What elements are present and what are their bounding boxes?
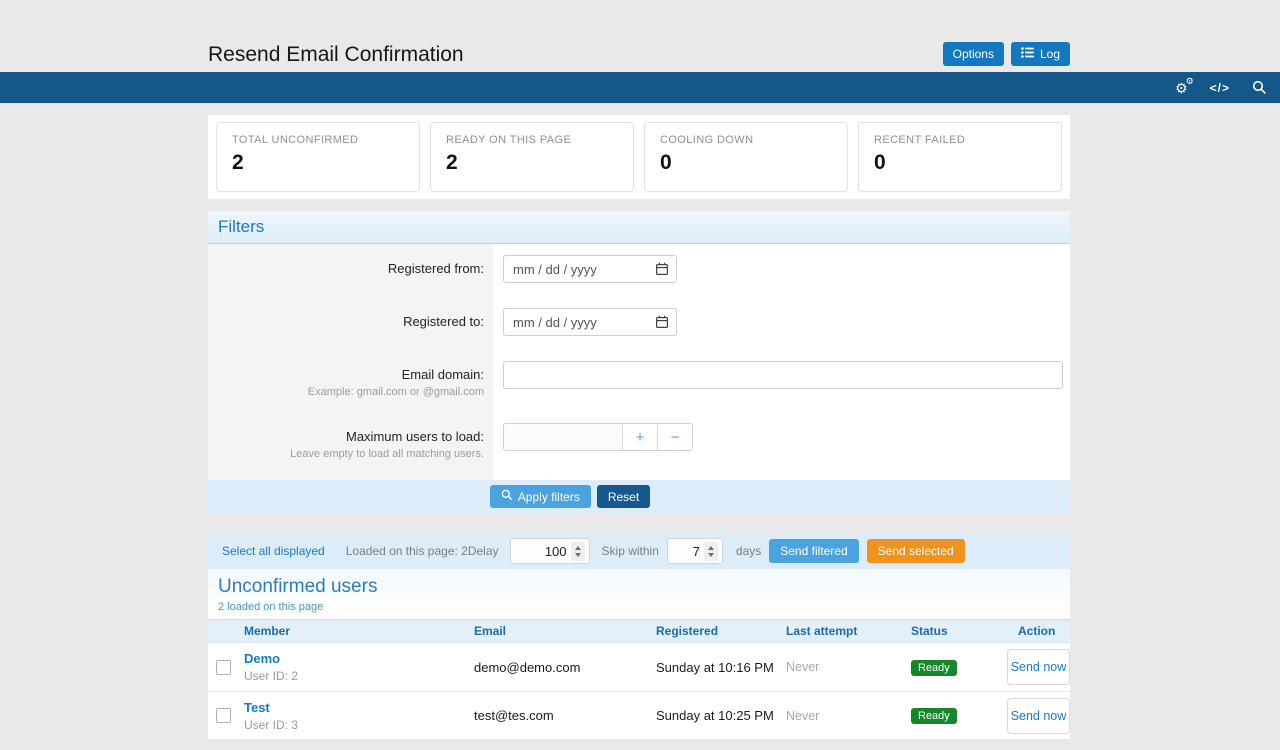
list-icon: [1021, 47, 1034, 61]
days-label: days: [736, 544, 761, 558]
options-button-label: Options: [953, 47, 994, 61]
max-users-row: Maximum users to load: Leave empty to lo…: [208, 423, 1070, 460]
stat-card-recent-failed: RECENT FAILED 0: [858, 122, 1062, 192]
apply-filters-label: Apply filters: [518, 490, 580, 504]
delay-stepper: [510, 538, 590, 564]
users-table-header: Member Email Registered Last attempt Sta…: [208, 619, 1070, 643]
registered-from-input[interactable]: [503, 255, 677, 283]
stat-card-cooling-down: COOLING DOWN 0: [644, 122, 848, 192]
apply-filters-button[interactable]: Apply filters: [490, 485, 591, 508]
users-section-header: Unconfirmed users 2 loaded on this page: [208, 569, 1070, 619]
stat-value: 0: [874, 151, 1046, 175]
stat-label: RECENT FAILED: [874, 134, 1046, 146]
column-status: Status: [911, 624, 1007, 638]
users-toolbar: Select all displayed Loaded on this page…: [208, 533, 1070, 569]
admin-navbar: ⚙⚙ </>: [0, 72, 1280, 103]
send-filtered-button[interactable]: Send filtered: [769, 539, 858, 563]
log-button[interactable]: Log: [1011, 42, 1070, 66]
max-users-label: Maximum users to load:: [208, 429, 484, 444]
status-badge: Ready: [911, 708, 957, 724]
log-button-label: Log: [1040, 47, 1060, 61]
member-email: test@tes.com: [474, 708, 656, 723]
member-registered: Sunday at 10:16 PM: [656, 660, 786, 675]
decrement-button[interactable]: −: [657, 424, 692, 450]
column-registered: Registered: [656, 624, 786, 638]
loaded-count-text: Loaded on this page: 2: [346, 544, 468, 558]
member-registered: Sunday at 10:25 PM: [656, 708, 786, 723]
registered-to-input[interactable]: [503, 308, 677, 336]
users-subtitle: 2 loaded on this page: [218, 601, 1060, 613]
filters-form: Registered from: Registered to:: [208, 244, 1070, 480]
code-icon[interactable]: </>: [1210, 81, 1230, 95]
search-icon[interactable]: [1252, 80, 1267, 95]
calendar-icon[interactable]: [655, 262, 669, 281]
max-users-hint: Leave empty to load all matching users.: [208, 448, 484, 460]
users-title: Unconfirmed users: [218, 576, 1060, 598]
email-domain-label: Email domain:: [208, 367, 484, 382]
skip-days-stepper: [667, 538, 723, 564]
skip-days-input[interactable]: [674, 544, 704, 559]
column-member: Member: [244, 624, 474, 638]
max-users-stepper: + −: [503, 423, 693, 451]
registered-from-field: [503, 255, 677, 283]
send-selected-button[interactable]: Send selected: [867, 539, 965, 563]
registered-to-field: [503, 308, 677, 336]
email-domain-row: Email domain: Example: gmail.com or @gma…: [208, 361, 1070, 398]
member-user-id: User ID: 3: [244, 718, 474, 732]
filters-panel: Filters Registered from:: [208, 211, 1070, 513]
member-name-link[interactable]: Demo: [244, 651, 474, 666]
member-name-link[interactable]: Test: [244, 700, 474, 715]
member-email: demo@demo.com: [474, 660, 656, 675]
filter-actions-band: Apply filters Reset: [208, 480, 1070, 513]
delay-input[interactable]: [517, 544, 571, 559]
stats-cards: TOTAL UNCONFIRMED 2 READY ON THIS PAGE 2…: [208, 115, 1070, 199]
stat-label: COOLING DOWN: [660, 134, 832, 146]
stat-card-ready-on-page: READY ON THIS PAGE 2: [430, 122, 634, 192]
gears-icon[interactable]: ⚙⚙: [1175, 81, 1188, 95]
table-row: Demo User ID: 2 demo@demo.com Sunday at …: [208, 643, 1070, 691]
screen: Resend Email Confirmation Options Log ⚙⚙…: [0, 0, 1280, 750]
column-email: Email: [474, 624, 656, 638]
stat-value: 2: [446, 151, 618, 175]
member-last-attempt: Never: [786, 660, 911, 674]
registered-from-row: Registered from:: [208, 255, 1070, 283]
calendar-icon[interactable]: [655, 315, 669, 334]
send-now-button[interactable]: Send now: [1007, 698, 1070, 734]
email-domain-input[interactable]: [503, 361, 1063, 389]
delay-label: Delay: [468, 544, 499, 558]
page-title: Resend Email Confirmation: [208, 43, 464, 67]
spinner-arrows-icon[interactable]: [704, 542, 718, 561]
registered-to-label: Registered to:: [208, 314, 484, 329]
column-last-attempt: Last attempt: [786, 624, 911, 638]
filters-title: Filters: [208, 211, 1070, 244]
row-checkbox[interactable]: [216, 660, 231, 675]
topbar-actions: Options Log: [943, 42, 1070, 66]
increment-button[interactable]: +: [622, 424, 657, 450]
send-now-button[interactable]: Send now: [1007, 649, 1070, 685]
stat-label: READY ON THIS PAGE: [446, 134, 618, 146]
row-checkbox[interactable]: [216, 708, 231, 723]
users-panel: Select all displayed Loaded on this page…: [208, 533, 1070, 739]
member-last-attempt: Never: [786, 709, 911, 723]
options-button[interactable]: Options: [943, 42, 1004, 66]
email-domain-hint: Example: gmail.com or @gmail.com: [208, 386, 484, 398]
column-action: Action: [1007, 624, 1070, 638]
stat-value: 2: [232, 151, 404, 175]
member-user-id: User ID: 2: [244, 669, 474, 683]
max-users-input[interactable]: [504, 424, 622, 450]
table-row: Test User ID: 3 test@tes.com Sunday at 1…: [208, 691, 1070, 739]
status-badge: Ready: [911, 660, 957, 676]
reset-button[interactable]: Reset: [597, 485, 650, 508]
main-content: TOTAL UNCONFIRMED 2 READY ON THIS PAGE 2…: [208, 115, 1070, 739]
spinner-arrows-icon[interactable]: [571, 542, 585, 561]
stat-label: TOTAL UNCONFIRMED: [232, 134, 404, 146]
stat-card-total-unconfirmed: TOTAL UNCONFIRMED 2: [216, 122, 420, 192]
registered-to-row: Registered to:: [208, 308, 1070, 336]
stat-value: 0: [660, 151, 832, 175]
registered-from-label: Registered from:: [208, 261, 484, 276]
skip-within-label: Skip within: [602, 544, 659, 558]
search-icon: [501, 489, 513, 504]
select-all-link[interactable]: Select all displayed: [222, 544, 325, 558]
